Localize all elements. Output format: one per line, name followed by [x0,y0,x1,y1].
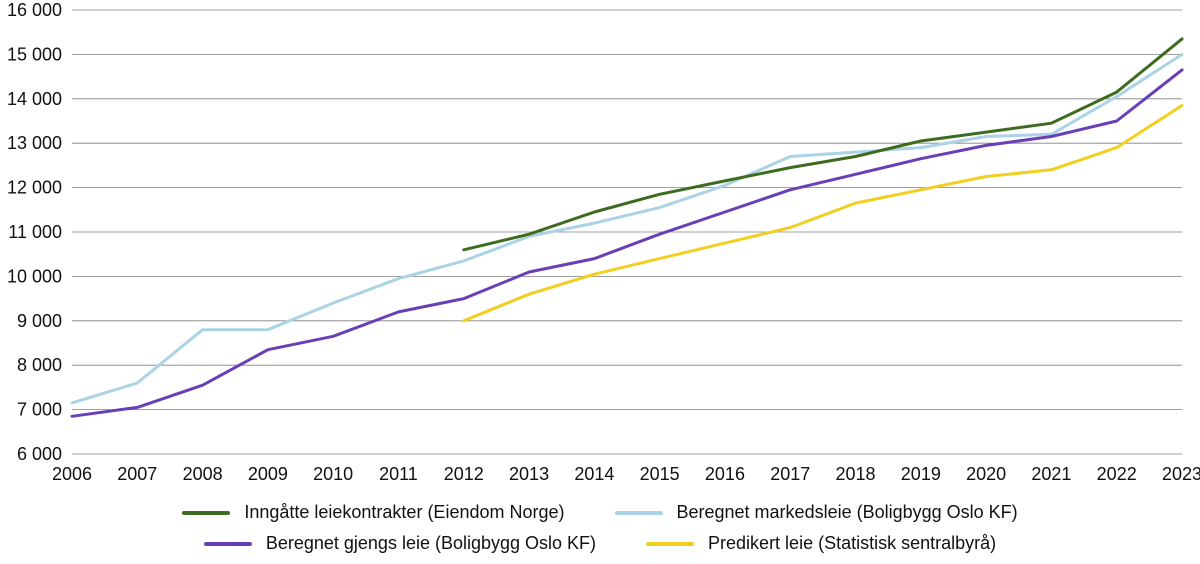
legend-label: Predikert leie (Statistisk sentralbyrå) [708,533,996,554]
svg-text:13 000: 13 000 [7,133,62,153]
chart-plot: 6 000 7 000 8 000 9 000 10 000 11 000 12 000 13… [0,0,1200,490]
legend-item-markedsleie: Beregnet markedsleie (Boligbygg Oslo KF) [615,502,1018,523]
svg-text:12 000: 12 000 [7,178,62,198]
svg-text:14 000: 14 000 [7,89,62,109]
svg-text:2012: 2012 [444,464,484,484]
legend-item-predikert: Predikert leie (Statistisk sentralbyrå) [646,533,996,554]
svg-text:16 000: 16 000 [7,0,62,20]
svg-text:2010: 2010 [313,464,353,484]
svg-text:2020: 2020 [966,464,1006,484]
legend-swatch [182,511,230,515]
legend-item-gjengs: Beregnet gjengs leie (Boligbygg Oslo KF) [204,533,596,554]
legend-label: Beregnet markedsleie (Boligbygg Oslo KF) [677,502,1018,523]
legend-label: Beregnet gjengs leie (Boligbygg Oslo KF) [266,533,596,554]
svg-text:15 000: 15 000 [7,44,62,64]
svg-text:2009: 2009 [248,464,288,484]
svg-text:2011: 2011 [379,464,418,484]
svg-text:2013: 2013 [509,464,549,484]
legend-label: Inngåtte leiekontrakter (Eiendom Norge) [244,502,564,523]
svg-text:10 000: 10 000 [7,266,62,286]
legend-swatch [204,542,252,546]
svg-text:2017: 2017 [770,464,810,484]
svg-text:2006: 2006 [52,464,92,484]
svg-text:2021: 2021 [1031,464,1071,484]
svg-text:2015: 2015 [640,464,680,484]
legend: Inngåtte leiekontrakter (Eiendom Norge) B… [0,502,1200,554]
svg-text:8 000: 8 000 [17,355,62,375]
svg-text:2007: 2007 [117,464,157,484]
line-chart: 6 000 7 000 8 000 9 000 10 000 11 000 12 000 13… [0,0,1200,564]
svg-text:2014: 2014 [574,464,614,484]
svg-text:2019: 2019 [901,464,941,484]
svg-text:6 000: 6 000 [17,444,62,464]
legend-item-inngatte: Inngåtte leiekontrakter (Eiendom Norge) [182,502,564,523]
svg-text:2008: 2008 [183,464,223,484]
svg-text:2022: 2022 [1097,464,1137,484]
svg-text:2018: 2018 [836,464,876,484]
svg-text:11 000: 11 000 [8,222,62,242]
svg-text:2016: 2016 [705,464,745,484]
svg-text:7 000: 7 000 [17,400,62,420]
legend-swatch [646,542,694,546]
svg-text:9 000: 9 000 [17,311,62,331]
legend-swatch [615,511,663,515]
svg-text:2023: 2023 [1162,464,1200,484]
